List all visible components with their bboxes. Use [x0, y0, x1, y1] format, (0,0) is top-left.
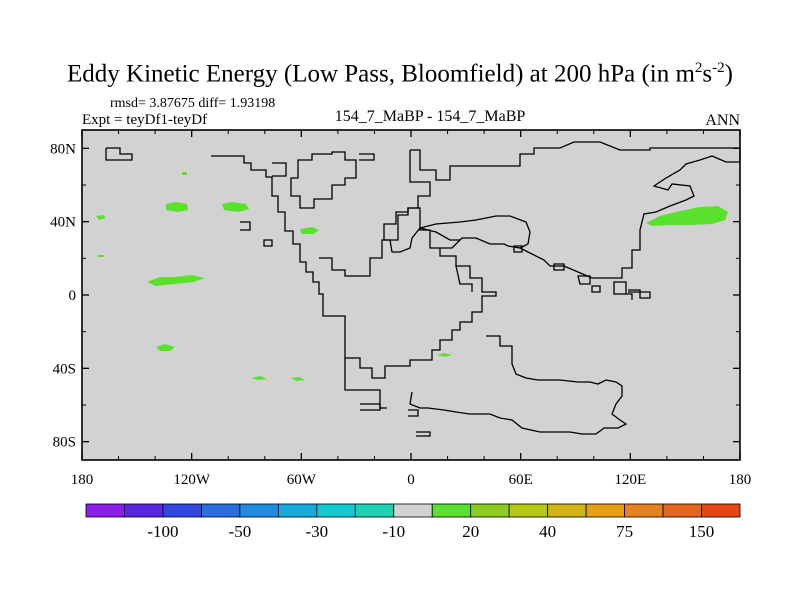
experiment-label: Expt = teyDf1-teyDf	[82, 112, 208, 128]
colorbar-swatch	[162, 503, 202, 518]
anomaly-patch-spac-1	[156, 344, 175, 351]
anomaly-patch-npac-4	[166, 202, 188, 212]
colorbar-swatch	[547, 503, 587, 518]
coastline-north-america	[105, 147, 387, 409]
x-tick-label: 60W	[287, 472, 317, 488]
colorbar-label: -50	[229, 522, 252, 541]
anomaly-patch-npac-5	[222, 202, 249, 212]
colorbar-swatch	[624, 503, 664, 518]
x-tick-label: 120W	[173, 472, 211, 488]
colorbar-swatch	[585, 503, 625, 518]
y-tick-label: 80S	[53, 435, 76, 451]
anomaly-patch-satl-2	[291, 377, 305, 381]
anomaly-patch-wpac-1	[646, 206, 728, 226]
colorbar-swatch	[354, 503, 395, 518]
y-tick-label: 0	[69, 288, 77, 304]
colorbar-swatch	[85, 503, 125, 518]
anomaly-patch-satl-1	[251, 376, 267, 380]
colorbar-swatch	[701, 503, 741, 518]
coastline-greenland	[290, 151, 357, 209]
colorbar: -100 -50 -30 -10 20 40 75 150	[85, 503, 741, 541]
anomaly-patch-natl-1	[300, 227, 319, 234]
anomaly-patch-safr-1	[437, 353, 452, 357]
colorbar-label: -10	[382, 522, 405, 541]
colorbar-swatch	[662, 503, 702, 518]
rmsd-diff-label: rmsd= 3.87675 diff= 1.93198	[110, 96, 276, 111]
colorbar-label: 20	[462, 522, 479, 541]
coastline-canada-arctic	[272, 153, 375, 177]
figure-title: Eddy Kinetic Energy (Low Pass, Bloomfiel…	[67, 60, 733, 88]
anomaly-patch-npac-2	[98, 255, 104, 257]
anomaly-patches	[96, 172, 728, 381]
colorbar-swatch	[239, 503, 279, 518]
coastline-southeast-asia	[577, 275, 651, 300]
colorbar-label: 75	[616, 522, 633, 541]
colorbar-swatch	[124, 503, 164, 518]
coastline-europe-asia-inner	[419, 215, 531, 249]
colorbar-label: -100	[147, 522, 178, 541]
y-tick-label: 40S	[53, 361, 76, 377]
y-tick-label: 80N	[50, 141, 76, 157]
coastline-eurasia	[383, 141, 741, 279]
x-tick-label: 180	[71, 472, 94, 488]
x-axis-ticks: 180 120W 60W 0 60E 120E 180	[71, 130, 752, 488]
anomaly-patch-tpac-1	[147, 275, 205, 286]
colorbar-swatch	[316, 503, 356, 518]
coastline-africa	[455, 265, 473, 292]
colorbar-swatch	[431, 503, 472, 518]
y-axis-ticks: 80N 40N 0 40S 80S	[50, 141, 740, 451]
colorbar-swatch	[201, 503, 241, 518]
coastline-islands	[240, 221, 565, 271]
anomaly-patch-npac-1	[96, 215, 106, 220]
colorbar-swatch	[393, 503, 433, 518]
colorbar-swatch	[470, 503, 510, 518]
coastline-australia	[409, 335, 628, 435]
coastlines	[105, 141, 741, 437]
anomaly-patch-npac-3	[182, 172, 187, 175]
coastline-patagonia	[360, 403, 431, 437]
x-tick-label: 180	[729, 472, 752, 488]
colorbar-swatch	[277, 503, 318, 518]
x-tick-label: 120E	[614, 472, 646, 488]
colorbar-swatch	[508, 503, 549, 518]
colorbar-label: 40	[539, 522, 556, 541]
case-comparison-label: 154_7_MaBP - 154_7_MaBP	[334, 108, 526, 125]
season-label: ANN	[705, 112, 740, 129]
colorbar-label: 150	[689, 522, 715, 541]
colorbar-label: -30	[305, 522, 328, 541]
x-tick-label: 0	[407, 472, 415, 488]
y-tick-label: 40N	[50, 215, 76, 231]
coastline-central-south-america	[319, 207, 497, 379]
x-tick-label: 60E	[509, 472, 533, 488]
